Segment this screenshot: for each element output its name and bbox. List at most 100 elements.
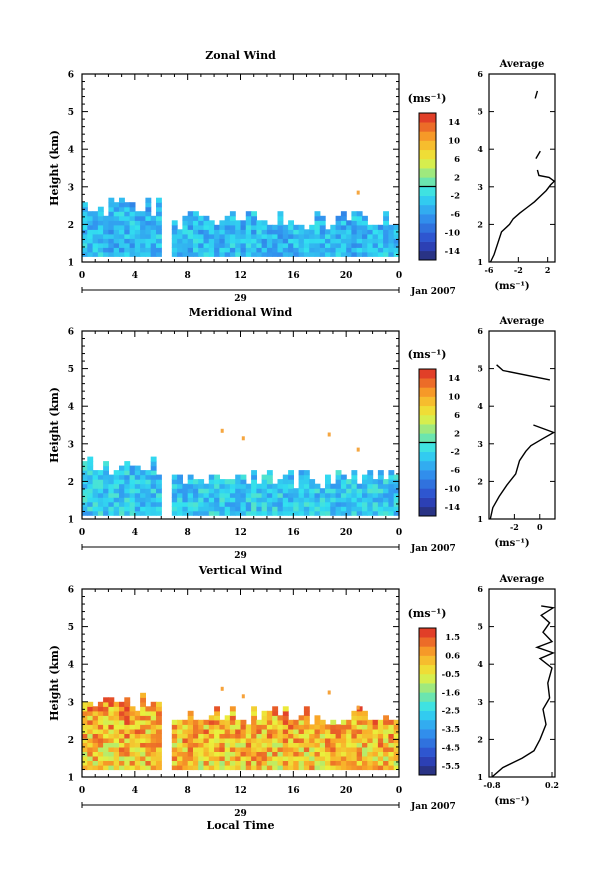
heatmap-cell [177, 746, 183, 752]
heatmap-cell [177, 492, 183, 498]
heatmap-cell [346, 737, 353, 743]
heatmap-cell [177, 724, 183, 730]
average-y-tick-label: 5 [477, 364, 483, 374]
heatmap-cell [256, 497, 263, 503]
heatmap-cell [293, 737, 300, 743]
heatmap-cell [87, 238, 94, 244]
heatmap-cell [108, 238, 115, 244]
heatmap-cell [124, 501, 131, 507]
heatmap-cell [198, 492, 205, 498]
heatmap-cell [203, 215, 210, 221]
heatmap-cell [261, 242, 268, 248]
heatmap-cell [251, 470, 257, 476]
heatmap-cell [108, 710, 115, 716]
heatmap-cell [245, 247, 252, 253]
heatmap-cell [388, 755, 395, 761]
heatmap-cell [103, 229, 109, 235]
heatmap-cell [388, 233, 395, 239]
heatmap-cell [393, 760, 400, 766]
heatmap-cell [87, 733, 94, 739]
heatmap-cell [235, 233, 242, 239]
heatmap-cell [156, 506, 162, 512]
heatmap-cell [208, 742, 215, 748]
heatmap-cell [229, 715, 236, 721]
heatmap-cell [156, 206, 162, 212]
heatmap-cell [124, 215, 131, 221]
heatmap-cell [351, 510, 358, 516]
y-tick-label: 3 [68, 183, 74, 193]
average-y-tick-label: 4 [477, 659, 483, 669]
heatmap-cell [92, 510, 99, 516]
heatmap-cell [288, 479, 294, 485]
heatmap-cell [108, 765, 115, 771]
heatmap-cell [82, 483, 88, 489]
heatmap-cell [150, 483, 157, 489]
heatmap-cell [309, 247, 316, 253]
heatmap-cell [272, 488, 279, 494]
heatmap-cell [187, 715, 194, 721]
heatmap-cell [198, 733, 205, 739]
heatmap-cell [346, 765, 353, 771]
heatmap-cell [82, 492, 88, 498]
heatmap-cell [277, 746, 284, 752]
colorbar-swatch [419, 479, 436, 489]
heatmap-cell [134, 479, 141, 485]
heatmap-cell [240, 483, 247, 489]
heatmap-cell [145, 488, 152, 494]
heatmap-cell [140, 765, 146, 771]
heatmap-cell [303, 251, 310, 257]
heatmap-cell [87, 492, 94, 498]
heatmap-cell [272, 497, 279, 503]
heatmap-cell [193, 233, 199, 239]
heatmap-cell [140, 242, 146, 248]
heatmap-cell [298, 488, 305, 494]
heatmap-cell [156, 751, 162, 757]
average-y-tick-label: 2 [477, 219, 483, 229]
heatmap-cell [319, 247, 326, 253]
heatmap-cell [303, 488, 310, 494]
heatmap-cell [325, 233, 331, 239]
heatmap-cell [150, 233, 157, 239]
heatmap-cell [346, 220, 353, 226]
heatmap-cell [330, 746, 337, 752]
heatmap-cell [251, 733, 257, 739]
heatmap-cell [108, 737, 115, 743]
heatmap-cell [351, 760, 358, 766]
heatmap-cell [251, 479, 257, 485]
heatmap-cell [129, 465, 136, 471]
heatmap-cell [108, 701, 115, 707]
heatmap-cell [187, 497, 194, 503]
heatmap-cell [367, 737, 374, 743]
heatmap-cell [377, 247, 384, 253]
heatmap-cell [193, 728, 199, 734]
heatmap-cell [240, 765, 247, 771]
colorbar-tick-label: -2.5 [442, 707, 460, 717]
heatmap-cell [182, 765, 189, 771]
heatmap-cell [92, 719, 99, 725]
heatmap-cell [362, 247, 368, 253]
heatmap-cell [282, 497, 289, 503]
heatmap-cell [314, 506, 321, 512]
heatmap-cell [134, 233, 141, 239]
heatmap-cell [87, 470, 94, 476]
heatmap-cell [335, 742, 342, 748]
colorbar-swatch [419, 497, 436, 508]
heatmap-cell [356, 506, 363, 512]
heatmap-cell [134, 746, 141, 752]
colorbar-swatch [419, 738, 436, 748]
heatmap-cell [82, 715, 88, 721]
heatmap-cell [362, 724, 368, 730]
heatmap-cell [261, 506, 268, 512]
heatmap-cell [208, 247, 215, 253]
heatmap-cell [319, 492, 326, 498]
colorbar-swatch [419, 241, 436, 252]
heatmap-cell [177, 483, 183, 489]
heatmap-cell [156, 719, 162, 725]
heatmap-cell [367, 724, 374, 730]
heatmap-cell [293, 224, 300, 230]
heatmap-cell [140, 724, 146, 730]
heatmap-cell [92, 470, 99, 476]
heatmap-cell [187, 220, 194, 226]
heatmap-cell [124, 474, 131, 480]
heatmap-cell [119, 510, 125, 516]
